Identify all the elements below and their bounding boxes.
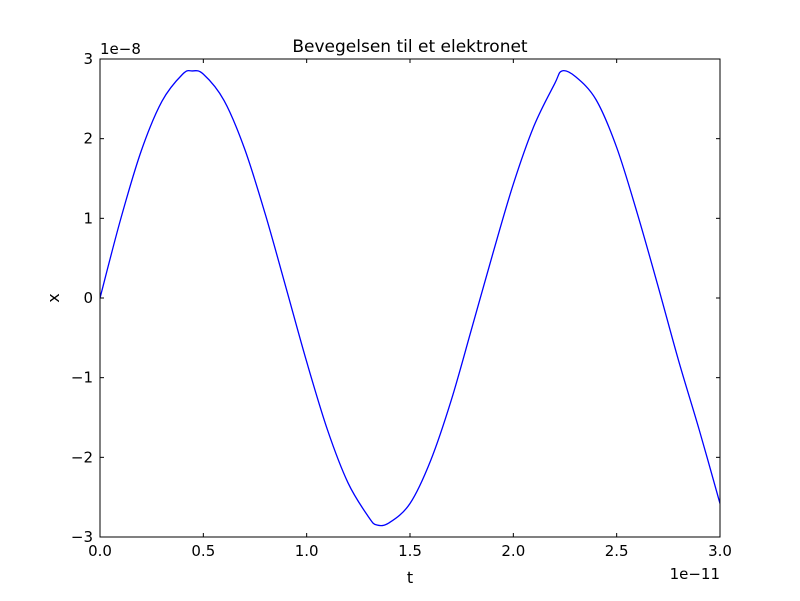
y-offset-text: 1e−8 (100, 40, 141, 58)
plot-area: 0.0 0.5 1.0 1.5 2.0 2.5 3.0 −3 −2 −1 0 1 2 3 (71, 50, 732, 560)
y-tick-label: −3 (71, 528, 93, 546)
x-tick-label: 0.0 (88, 542, 112, 560)
x-tick-label: 2.0 (501, 542, 525, 560)
y-tick-label: 2 (83, 130, 93, 148)
x-tick-label: 0.5 (191, 542, 215, 560)
y-tick-label: −1 (71, 369, 93, 387)
x-tick-label: 2.5 (605, 542, 629, 560)
y-tick-label: 1 (83, 209, 93, 227)
y-tick-label: 3 (83, 50, 93, 68)
series-line-0 (100, 69, 720, 527)
x-axis-label: t (407, 568, 413, 587)
y-tick-label: −2 (71, 448, 93, 466)
x-tick-label: 3.0 (708, 542, 732, 560)
x-offset-text: 1e−11 (670, 565, 720, 583)
x-tick-label: 1.5 (398, 542, 422, 560)
y-axis-label: x (44, 293, 63, 302)
chart-title: Bevegelsen til et elektronet (292, 37, 528, 57)
y-tick-label: 0 (83, 289, 93, 307)
x-tick-label: 1.0 (295, 542, 319, 560)
